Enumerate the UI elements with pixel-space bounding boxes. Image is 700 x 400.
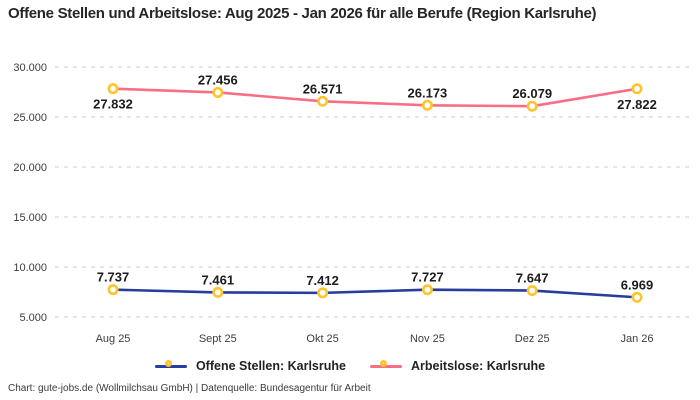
- data-point-marker[interactable]: [526, 100, 538, 112]
- y-axis-tick-label: 5.000: [19, 312, 47, 324]
- data-point-label: 26.079: [512, 86, 552, 101]
- data-point-label: 26.571: [303, 81, 343, 96]
- y-axis-tick-label: 15.000: [13, 212, 47, 224]
- data-point-label: 7.647: [516, 271, 549, 286]
- legend-ring-icon: [164, 359, 172, 367]
- x-axis-tick-label: Jan 26: [620, 333, 653, 345]
- legend-item-arbeitslose[interactable]: Arbeitslose: Karlsruhe: [369, 359, 546, 373]
- series-line: [111, 288, 639, 299]
- data-point-marker[interactable]: [107, 284, 119, 296]
- x-axis-tick-label: Sept 25: [199, 333, 237, 345]
- legend-item-offene-stellen[interactable]: Offene Stellen: Karlsruhe: [154, 359, 346, 373]
- data-point-marker[interactable]: [212, 286, 224, 298]
- plot-area: 30.000 25.000 20.000 15.000 10.000 5.000 Aug 2…: [0, 55, 700, 355]
- legend-label-arbeitslose: Arbeitslose: Karlsruhe: [410, 359, 546, 373]
- x-axis-tick-label: Okt 25: [306, 333, 338, 345]
- series-line: [111, 87, 639, 108]
- data-point-marker[interactable]: [631, 83, 643, 95]
- data-point-label: 7.727: [411, 270, 444, 285]
- chart-canvas: 30.000 25.000 20.000 15.000 10.000 5.000 Aug 2…: [13, 62, 692, 345]
- data-point-label: 27.456: [198, 72, 238, 87]
- y-axis-tick-label: 10.000: [13, 262, 47, 274]
- line-marker-icon: [369, 359, 402, 373]
- legend-label-offene-stellen: Offene Stellen: Karlsruhe: [195, 359, 346, 373]
- data-point-label: 26.173: [408, 85, 448, 100]
- data-point-marker[interactable]: [421, 284, 433, 296]
- data-point-marker[interactable]: [631, 291, 643, 303]
- y-axis-tick-label: 30.000: [13, 62, 47, 74]
- y-axis-tick-label: 25.000: [13, 112, 47, 124]
- data-point-marker[interactable]: [421, 99, 433, 111]
- data-point-marker[interactable]: [526, 285, 538, 297]
- legend-line: [369, 364, 402, 368]
- line-marker-icon: [154, 359, 187, 373]
- data-point-marker[interactable]: [317, 95, 329, 107]
- x-axis-tick-label: Aug 25: [96, 333, 131, 345]
- data-point-label: 6.969: [621, 277, 654, 292]
- data-point-label: 7.737: [97, 270, 130, 285]
- data-point-marker[interactable]: [212, 86, 224, 98]
- data-point-marker[interactable]: [317, 287, 329, 299]
- chart-title: Offene Stellen und Arbeitslose: Aug 2025…: [8, 5, 597, 22]
- y-axis-tick-label: 20.000: [13, 162, 47, 174]
- data-point-label: 7.412: [306, 273, 339, 288]
- x-axis-tick-label: Nov 25: [410, 333, 445, 345]
- attribution: Chart: gute-jobs.de (Wollmilchsau GmbH) …: [8, 383, 371, 394]
- legend: Offene Stellen: Karlsruhe Arbeitslose: K…: [0, 356, 700, 376]
- x-axis-tick-label: Dez 25: [515, 333, 550, 345]
- data-point-label: 27.822: [617, 97, 657, 112]
- data-point-marker[interactable]: [107, 83, 119, 95]
- data-point-label: 27.832: [93, 97, 133, 112]
- legend-ring-icon: [379, 359, 387, 367]
- data-point-label: 7.461: [202, 272, 235, 287]
